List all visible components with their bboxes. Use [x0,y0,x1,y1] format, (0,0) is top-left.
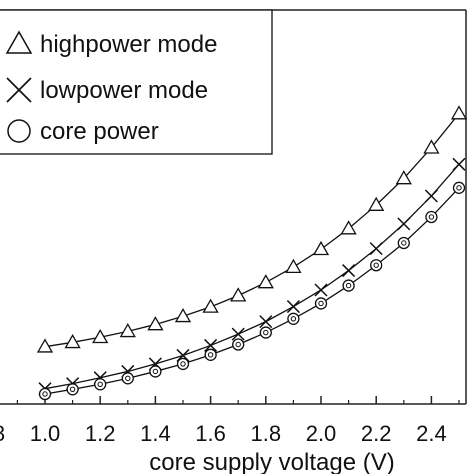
legend-circle-icon [7,119,31,143]
data-point-x [369,242,383,256]
data-point-circle-inner [69,386,76,392]
data-point-circle [121,372,134,385]
data-point-circle-inner [125,375,131,382]
data-point-triangle [423,139,440,154]
data-point-circle [38,387,52,401]
data-point-x [452,157,466,171]
data-point-x [204,338,218,352]
data-point-circle [232,338,245,351]
data-point-triangle [119,323,136,338]
series-line-x [44,163,460,390]
data-point-circle [176,357,190,371]
data-point-triangle [450,105,468,120]
data-point-x [231,327,245,341]
data-point-x [314,283,328,297]
data-point-circle-inner [152,368,159,375]
x-tick-label: 0.8 [0,421,5,446]
data-point-triangle [36,338,54,353]
data-point-circle-inner [97,381,103,387]
data-point-circle [66,383,79,396]
data-point-circle-inner [290,316,297,322]
data-point-circle [397,236,410,250]
data-point-circle [204,348,217,361]
data-point-circle-inner [207,352,214,358]
data-point-x [342,264,356,278]
data-point-x [397,217,411,231]
data-point-triangle [230,287,247,302]
data-point-triangle [340,220,357,235]
data-point-triangle [64,333,81,349]
data-point-triangle [395,170,412,185]
x-tick-label: 2.4 [416,421,447,446]
x-tick-label: 1.2 [85,421,116,446]
legend-triangle-icon [5,30,33,54]
data-point-circle-inner [318,300,324,307]
legend: highpower mode lowpower mode core power [0,9,273,155]
data-point-circle-inner [456,185,462,191]
series-line-triangle [44,113,460,348]
x-tick-label: 1.8 [251,421,282,446]
data-point-circle-inner [180,361,186,367]
data-point-triangle [147,316,164,331]
data-point-circle-inner [42,391,48,397]
legend-label-triangle: highpower mode [40,31,217,58]
data-point-circle-inner [235,341,241,348]
data-point-circle [149,365,162,378]
legend-x-icon [6,77,32,103]
x-axis-ticks: 0.8 1.0 1.2 1.4 1.6 1.8 2.0 2.2 2.4 [0,396,460,446]
legend-label-x: lowpower mode [40,77,208,104]
data-point-triangle [202,298,219,313]
data-point-circle [94,378,107,391]
data-point-circle [370,259,383,272]
data-point-triangle [312,240,330,256]
data-point-x [259,315,273,329]
data-point-circle [452,181,466,194]
x-axis-label: core supply voltage (V) [149,449,394,474]
legend-label-circle: core power [40,118,159,145]
x-tick-label: 1.0 [30,421,61,446]
data-point-circle [425,210,438,224]
data-point-circle-inner [428,214,435,220]
data-point-circle-inner [345,282,352,289]
x-tick-label: 2.2 [361,421,392,446]
data-point-circle [287,312,300,325]
series-line-circle [44,187,460,395]
x-tick-label: 1.4 [140,421,171,446]
x-tick-label: 1.6 [195,421,226,446]
data-point-circle-inner [373,262,379,268]
data-point-triangle [285,258,302,274]
data-point-circle-inner [401,240,407,246]
legend-box [0,9,273,155]
data-point-triangle [92,328,109,344]
series-markers [36,105,468,401]
data-point-circle [259,326,272,339]
data-point-circle [314,297,328,310]
x-tick-label: 2.0 [306,421,337,446]
data-point-circle [342,279,355,292]
data-point-x [424,189,438,203]
data-point-triangle [174,307,192,323]
series-lines [44,113,460,395]
data-point-x [286,300,300,314]
data-point-triangle [257,274,274,289]
data-point-circle-inner [263,329,269,336]
data-point-triangle [368,196,385,211]
